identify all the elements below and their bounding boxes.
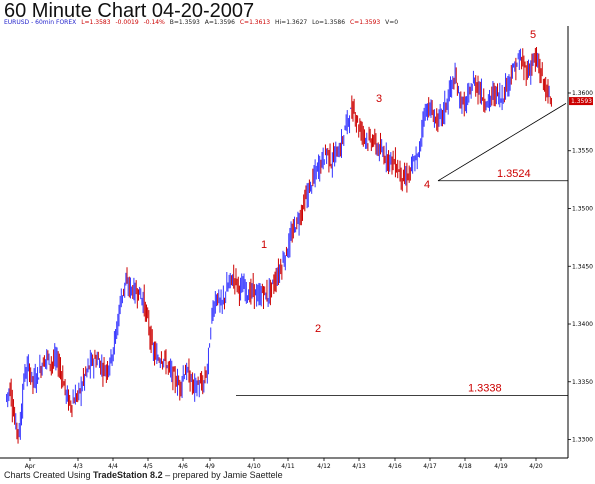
x-tick-label: 4/13: [352, 463, 366, 470]
x-tick-label: 4/4: [108, 463, 118, 470]
y-tick-label: 1.3400: [572, 321, 593, 328]
level-label: 1.3524: [497, 168, 531, 180]
current-close: C=1.3593: [349, 19, 381, 26]
y-tick-label: 1.3600: [572, 90, 593, 97]
x-tick-label: 4/17: [423, 463, 437, 470]
x-tick-label: 4/19: [494, 463, 508, 470]
credit-prefix: Charts Created Using: [4, 470, 94, 480]
x-tick-label: 4/5: [143, 463, 153, 470]
overlays: 1.3524 1.3338 1 2 3 4 5: [236, 29, 568, 397]
price-change-pct: -0.14%: [143, 19, 165, 26]
x-tick-label: 4/16: [388, 463, 402, 470]
credit-suffix: – prepared by Jamie Saettele: [162, 470, 283, 480]
wave-label: 5: [530, 29, 536, 41]
y-tick-label: 1.3550: [572, 148, 593, 155]
x-tick-label: 4/3: [73, 463, 83, 470]
x-tick-label: 4/18: [458, 463, 472, 470]
wave-label: 2: [315, 323, 321, 335]
x-tick-label: 4/20: [529, 463, 543, 470]
credit-brand: TradeStation 8.2: [93, 470, 163, 480]
current-price-label: 1.3593: [571, 98, 592, 105]
last-price: L=1.3583: [81, 19, 111, 26]
wave-label: 4: [424, 179, 430, 191]
y-tick-label: 1.3450: [572, 263, 593, 270]
current-price-box: [569, 97, 593, 106]
x-tick-label: Apr: [25, 463, 36, 470]
ask-price: A=1.3596: [204, 19, 235, 26]
bid-price: B=1.3593: [169, 19, 200, 26]
x-tick-label: 4/10: [247, 463, 261, 470]
trendline: [437, 103, 567, 182]
y-tick-label: 1.3500: [572, 206, 593, 213]
level-label: 1.3338: [468, 383, 502, 395]
credit-line: Charts Created Using TradeStation 8.2 – …: [4, 470, 283, 480]
x-tick-label: 4/11: [281, 463, 295, 470]
x-tick-label: 4/9: [205, 463, 215, 470]
y-tick-label: 1.3300: [572, 437, 593, 444]
x-tick-label: 4/6: [178, 463, 188, 470]
price-change: -0.0019: [115, 19, 139, 26]
wave-label: 1: [261, 239, 267, 251]
y-tick-label: 1.3350: [572, 379, 593, 386]
axes: 1.3600 1.3550 1.3500 1.3450 1.3400 1.3350 1.33…: [25, 90, 593, 470]
low-price: Lo=1.3586: [312, 19, 346, 26]
close-price: C=1.3613: [239, 19, 271, 26]
candles: [6, 47, 552, 444]
wave-label: 3: [376, 93, 382, 105]
chart-frame: [0, 26, 569, 459]
x-tick-label: 4/12: [317, 463, 331, 470]
symbol-info-bar: EURUSD - 60min FOREX L=1.3583 -0.0019 -0…: [4, 19, 401, 26]
volume: V=0: [385, 19, 399, 26]
symbol-label: EURUSD - 60min FOREX: [4, 19, 77, 26]
chart-title: 60 Minute Chart 04-20-2007: [4, 0, 255, 22]
high-price: Hi=1.3627: [275, 19, 308, 26]
